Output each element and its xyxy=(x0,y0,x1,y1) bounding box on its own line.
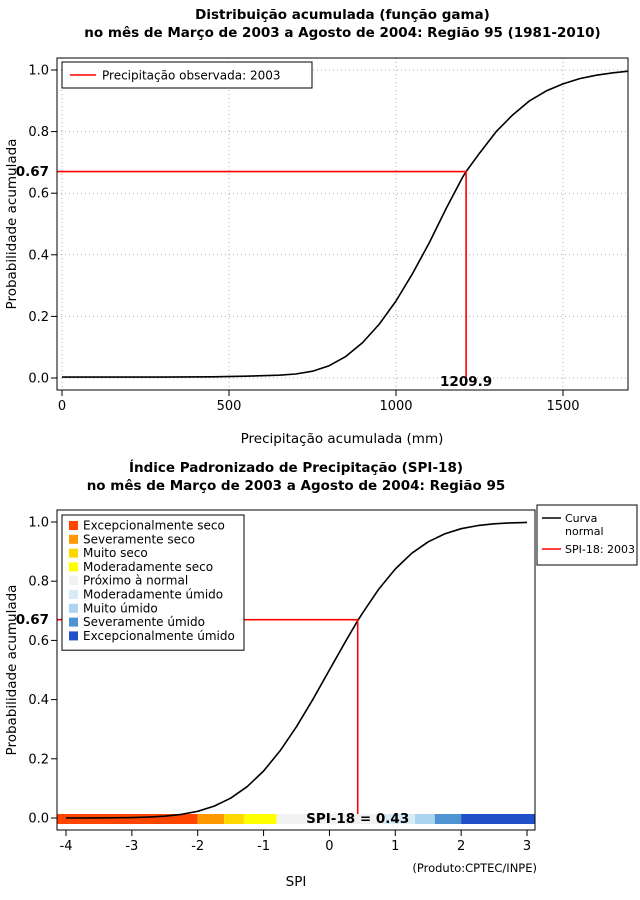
category-color-swatch xyxy=(69,562,78,572)
y-tick-label: 0.8 xyxy=(28,575,49,590)
axes: 0 500 1000 1500 0.0 0.2 0.4 0.6 0.8 1.0 xyxy=(28,64,579,415)
y-tick-label: 1.0 xyxy=(28,64,49,79)
x-tick-label: 0 xyxy=(325,839,333,854)
y-tick-label: 0.4 xyxy=(28,693,49,708)
gamma-cdf-curve xyxy=(62,70,629,378)
y-tick-label: 0.6 xyxy=(28,187,49,202)
x-tick-label: -2 xyxy=(191,839,204,854)
category-label: Severamente seco xyxy=(83,532,195,546)
x-tick-label: -3 xyxy=(125,839,138,854)
axes: -4 -3 -2 -1 0 1 2 3 0.0 0.2 0.4 0.6 0.8 1.0 xyxy=(28,516,531,855)
plot-border xyxy=(56,57,629,391)
spi-distribution-chart: 0.67 SPI-18 = 0.43 -4 -3 -2 -1 0 1 2 3 0.0 0.2 0.4 0.… xyxy=(4,504,638,890)
y-tick-label: 0.2 xyxy=(28,752,49,767)
category-label: Muito úmido xyxy=(83,601,158,615)
top-chart-subtitle: no mês de Março de 2003 a Agosto de 2004… xyxy=(84,25,601,41)
category-label: Severamente úmido xyxy=(83,615,205,629)
marker-lines xyxy=(57,170,467,378)
x-tick-label: 500 xyxy=(217,399,242,414)
y-tick-label: 0.8 xyxy=(28,125,49,140)
category-label: Moderadamente úmido xyxy=(83,588,223,602)
bottom-chart-title-block: Índice Padronizado de Precipitação (SPI-… xyxy=(57,459,535,495)
spi-colorbar-segment xyxy=(434,814,462,824)
category-label: Excepcionalmente seco xyxy=(83,519,225,533)
probability-label: 0.67 xyxy=(16,164,49,180)
observed-value-marker: 0.67 1209.9 xyxy=(16,164,492,390)
spi-colorbar xyxy=(57,814,535,824)
spi-colorbar-segment xyxy=(57,814,198,824)
plot-border xyxy=(56,509,536,831)
x-tick-label: 0 xyxy=(58,399,66,414)
bottom-chart-subtitle: no mês de Março de 2003 a Agosto de 2004… xyxy=(86,478,506,494)
y-axis-label: Probabilidade acumulada xyxy=(4,139,20,310)
spi-colorbar-segment xyxy=(276,814,383,824)
x-tick-label: 3 xyxy=(523,839,531,854)
top-chart-title-block: Distribuição acumulada (função gama) no … xyxy=(57,6,628,42)
category-color-swatch xyxy=(69,590,78,599)
top-chart-title: Distribuição acumulada (função gama) xyxy=(195,7,490,23)
x-tick-label: 2 xyxy=(457,839,465,854)
y-axis-label: Probabilidade acumulada xyxy=(4,585,20,756)
category-label: Próximo à normal xyxy=(83,574,188,588)
gamma-distribution-chart: 0.67 1209.9 0 500 1000 1500 0.0 0.2 0.4 0.6 0.8 1.0… xyxy=(4,57,629,447)
legend-label: Curva xyxy=(565,512,597,525)
category-color-swatch xyxy=(69,576,78,586)
x-axis-label: SPI xyxy=(286,874,307,890)
spi-colorbar-segment xyxy=(461,814,535,824)
x-axis-label: Precipitação acumulada (mm) xyxy=(241,431,444,447)
category-label: Excepcionalmente úmido xyxy=(83,629,235,643)
x-tick-label: -1 xyxy=(257,839,270,854)
y-tick-label: 1.0 xyxy=(28,516,49,531)
x-tick-label: 1500 xyxy=(546,399,579,414)
legend-label: SPI-18: 2003 xyxy=(565,543,635,556)
legend-observed: Precipitação observada: 2003 xyxy=(61,61,313,89)
gridlines xyxy=(57,58,628,390)
legend-label: Precipitação observada: 2003 xyxy=(102,69,280,83)
category-color-swatch xyxy=(69,548,78,558)
y-tick-label: 0.0 xyxy=(28,812,49,827)
x-tick-label: 1000 xyxy=(379,399,412,414)
legend-label: normal xyxy=(565,525,604,538)
y-tick-label: 0.6 xyxy=(28,634,49,649)
category-label: Muito seco xyxy=(83,546,148,560)
product-credit: (Produto:CPTEC/INPE) xyxy=(412,861,537,875)
category-color-swatch xyxy=(69,631,78,641)
spi-colorbar-segment xyxy=(197,814,224,824)
probability-label: 0.67 xyxy=(16,612,49,628)
value-label: 1209.9 xyxy=(440,374,492,390)
bottom-chart-title: Índice Padronizado de Precipitação (SPI-… xyxy=(128,460,464,476)
x-tick-label: 1 xyxy=(391,839,399,854)
category-color-swatch xyxy=(69,534,78,544)
category-color-swatch xyxy=(69,603,78,613)
value-label: SPI-18 = 0.43 xyxy=(306,811,409,827)
spi-colorbar-segment xyxy=(243,814,277,824)
category-color-swatch xyxy=(69,617,78,627)
spi-colorbar-segment xyxy=(224,814,244,824)
y-tick-label: 0.4 xyxy=(28,248,49,263)
y-tick-label: 0.2 xyxy=(28,310,49,325)
spi-colorbar-segment xyxy=(382,814,415,824)
normal-cdf-curve xyxy=(65,521,528,819)
category-color-swatch xyxy=(69,521,78,530)
x-tick-label: -4 xyxy=(60,839,73,854)
spi-colorbar-segment xyxy=(415,814,435,824)
y-tick-label: 0.0 xyxy=(28,372,49,387)
category-label: Moderadamente seco xyxy=(83,560,213,574)
